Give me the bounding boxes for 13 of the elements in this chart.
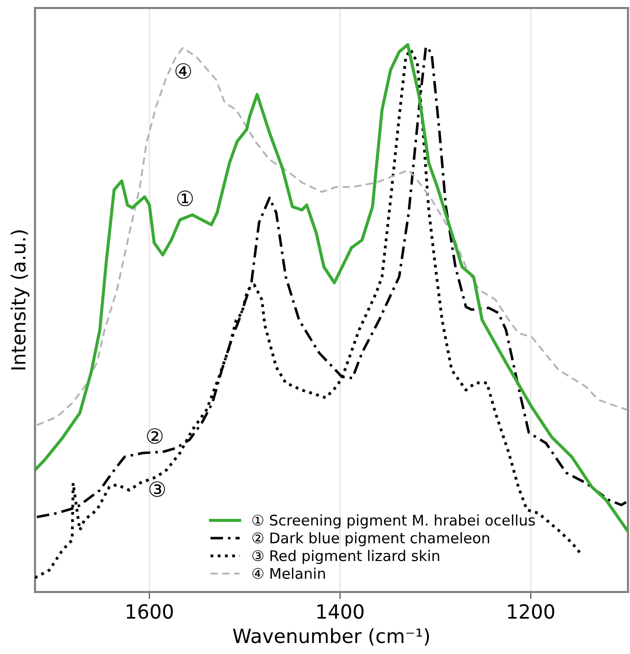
annotation: ② [146,428,163,444]
x-tick-label: 1600 [126,604,173,619]
legend-label: ③ Red pigment lizard skin [252,550,440,564]
annotation: ④ [175,63,192,79]
x-tick-label: 1200 [508,604,554,619]
legend-label: ① Screening pigment M. hrabei ocellus [252,514,535,529]
y-axis-title: Intensity (a.u.) [10,230,30,370]
annotation: ③ [149,481,165,497]
legend-label: ② Dark blue pigment chameleon [252,532,490,546]
x-axis-title: Wavenumber (cm⁻¹) [232,628,429,646]
x-tick-label: 1400 [317,604,364,619]
legend-label: ④ Melanin [252,568,325,579]
annotation: ① [177,190,193,206]
